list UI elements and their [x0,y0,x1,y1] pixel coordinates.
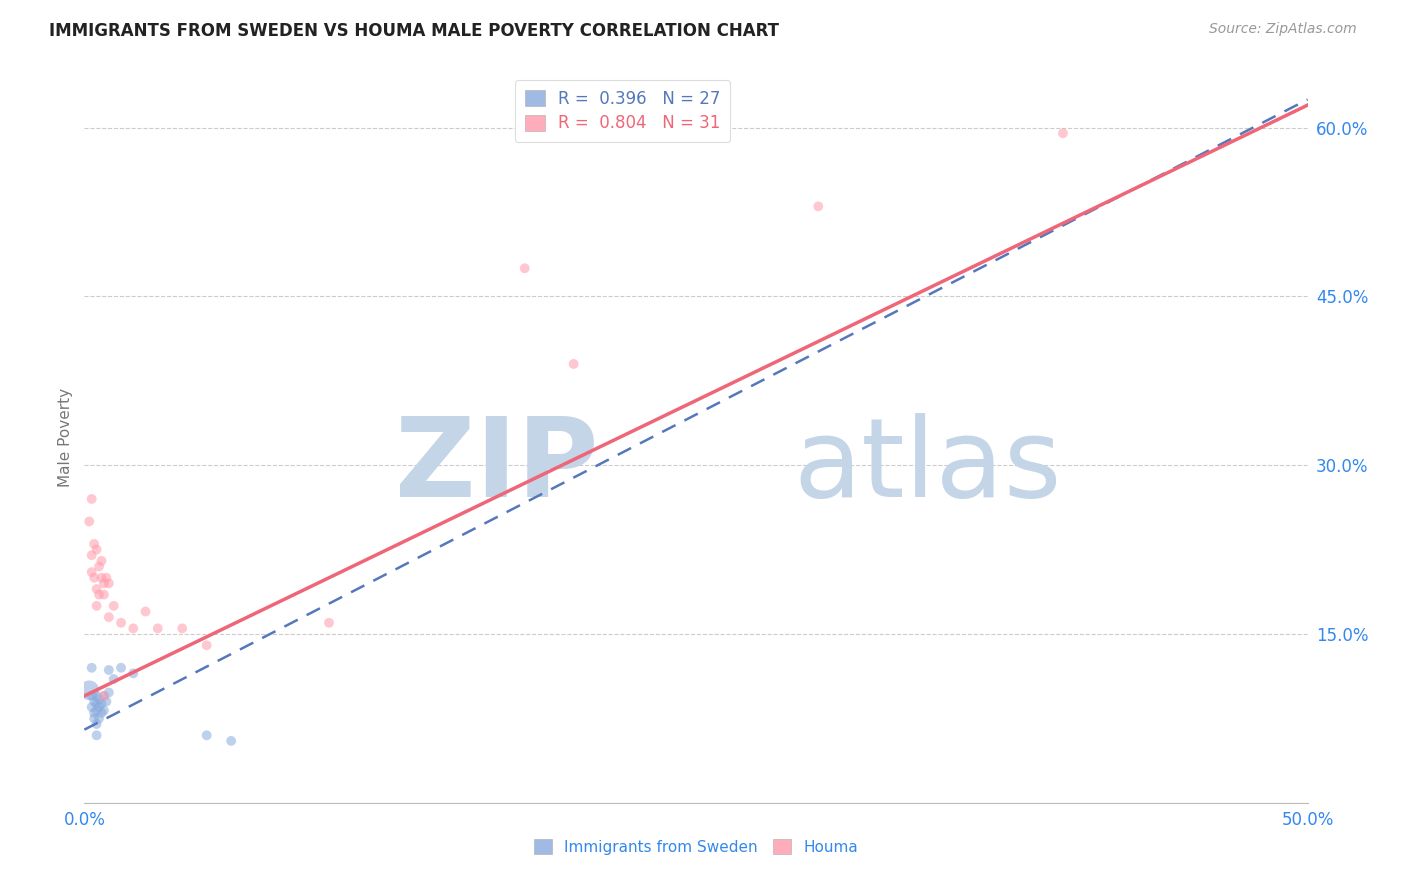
Point [83,537,105,551]
Point [80,700,103,714]
Point [93,588,115,602]
Point [318,615,340,630]
Point [562,357,585,371]
Point [97,610,120,624]
Point [122,666,145,681]
Point [80,661,103,675]
Y-axis label: Male Poverty: Male Poverty [58,387,73,487]
Point [87,692,110,706]
Point [807,199,830,213]
Point [80,491,103,506]
Point [97,576,120,591]
Point [90,571,112,585]
Text: atlas: atlas [794,413,1063,520]
Point [135,605,157,619]
Point [146,621,169,635]
Point [80,548,103,562]
Point [87,559,110,574]
Point [96,694,118,708]
Point [110,661,132,675]
Point [122,621,145,635]
Legend: Immigrants from Sweden, Houma: Immigrants from Sweden, Houma [527,833,865,861]
Point [93,689,115,703]
Point [90,554,112,568]
Point [86,542,108,557]
Point [1052,126,1074,140]
Point [86,599,108,613]
Point [87,711,110,725]
Point [97,663,120,677]
Point [83,571,105,585]
Point [83,694,105,708]
Point [97,685,120,699]
Point [86,697,108,711]
Point [195,638,218,652]
Point [77,683,100,698]
Point [93,704,115,718]
Point [195,728,218,742]
Text: IMMIGRANTS FROM SWEDEN VS HOUMA MALE POVERTY CORRELATION CHART: IMMIGRANTS FROM SWEDEN VS HOUMA MALE POV… [49,22,779,40]
Point [103,672,125,686]
Point [219,734,242,748]
Point [86,582,108,596]
Point [83,711,105,725]
Point [80,565,103,579]
Point [96,571,118,585]
Point [93,576,115,591]
Point [83,706,105,720]
Point [90,706,112,720]
Point [110,615,132,630]
Text: ZIP: ZIP [395,413,598,520]
Point [86,704,108,718]
Point [103,599,125,613]
Point [513,261,536,276]
Point [87,700,110,714]
Point [80,689,103,703]
Point [86,717,108,731]
Point [93,689,115,703]
Point [86,689,108,703]
Point [86,728,108,742]
Point [90,697,112,711]
Point [87,588,110,602]
Text: Source: ZipAtlas.com: Source: ZipAtlas.com [1209,22,1357,37]
Point [172,621,194,635]
Point [77,515,100,529]
